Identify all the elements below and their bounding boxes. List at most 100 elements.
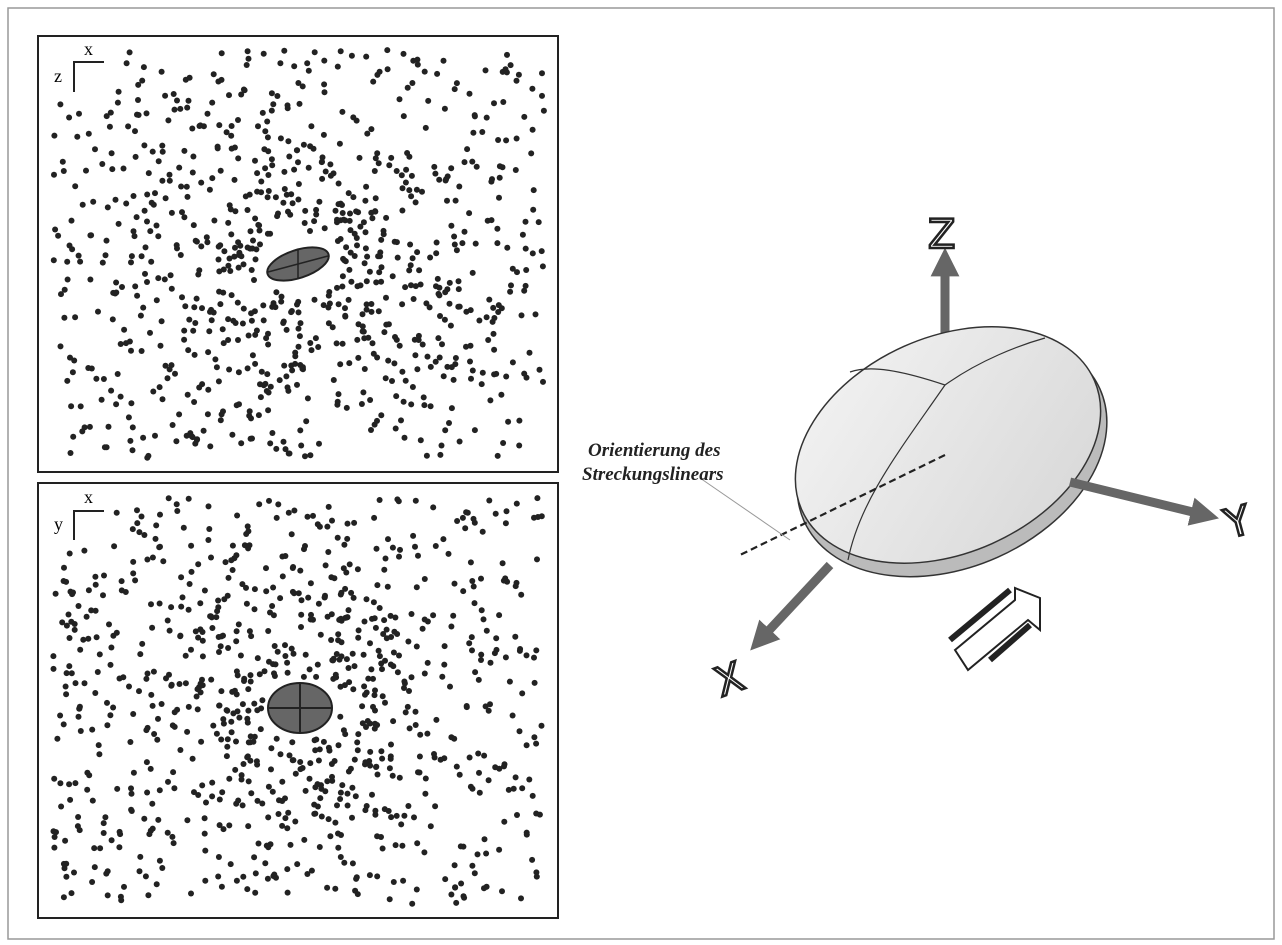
particle (324, 885, 330, 891)
particle (332, 886, 338, 892)
particle (191, 399, 197, 405)
particle (158, 343, 164, 349)
particle (454, 80, 460, 86)
particle (315, 662, 321, 668)
particle (104, 238, 110, 244)
particle (284, 327, 290, 333)
particle (433, 250, 439, 256)
particle (334, 402, 340, 408)
particle (354, 739, 360, 745)
particle (174, 245, 180, 251)
particle (160, 396, 166, 402)
particle (452, 242, 458, 248)
particle (157, 544, 163, 550)
particle (159, 701, 165, 707)
particle (215, 79, 221, 85)
particle (384, 627, 390, 633)
particle (501, 819, 507, 825)
particle (69, 670, 75, 676)
particle (408, 262, 414, 268)
particle (154, 297, 160, 303)
particle (209, 100, 215, 106)
particle (206, 526, 212, 532)
particle (121, 166, 127, 172)
particle (230, 543, 236, 549)
particle (125, 123, 131, 129)
particle (469, 578, 475, 584)
particle (72, 183, 78, 189)
axis-label: z (54, 66, 62, 86)
particle (344, 536, 350, 542)
particle (249, 318, 255, 324)
particle (198, 739, 204, 745)
particle (84, 787, 90, 793)
particle (127, 739, 133, 745)
particle (378, 279, 384, 285)
particle (377, 497, 383, 503)
particle (260, 302, 266, 308)
particle (138, 313, 144, 319)
particle (145, 671, 151, 677)
particle (479, 129, 485, 135)
particle (132, 233, 138, 239)
particle (302, 208, 308, 214)
particle (90, 199, 96, 205)
particle (321, 81, 327, 87)
particle (472, 669, 478, 675)
particle (397, 775, 403, 781)
particle (167, 178, 173, 184)
particle (327, 301, 333, 307)
particle (369, 792, 375, 798)
particle (372, 208, 378, 214)
particle (242, 87, 248, 93)
particle (312, 737, 318, 743)
particle (70, 369, 76, 375)
particle (209, 175, 215, 181)
particle (529, 86, 535, 92)
particle (243, 193, 249, 199)
particle (94, 634, 100, 640)
particle (108, 388, 114, 394)
particle (269, 90, 275, 96)
particle (320, 154, 326, 160)
particle (381, 231, 387, 237)
particle (442, 317, 448, 323)
particle (225, 220, 231, 226)
particle (335, 535, 341, 541)
axis-label: x (84, 39, 93, 59)
particle (217, 242, 223, 248)
particle (476, 318, 482, 324)
particle (223, 559, 229, 565)
particle (270, 585, 276, 591)
particle (347, 211, 353, 217)
particle (296, 590, 302, 596)
particle (512, 634, 518, 640)
particle (284, 825, 290, 831)
particle (105, 204, 111, 210)
particle (63, 691, 69, 697)
particle (259, 697, 265, 703)
particle (111, 543, 117, 549)
particle (363, 184, 369, 190)
particle (373, 764, 379, 770)
particle (186, 317, 192, 323)
particle (221, 248, 227, 254)
particle (368, 126, 374, 132)
particle (316, 601, 322, 607)
particle (390, 718, 396, 724)
particle (259, 369, 265, 375)
particle (195, 635, 201, 641)
particle (101, 830, 107, 836)
particle (181, 525, 187, 531)
particle (338, 48, 344, 54)
particle (152, 190, 158, 196)
particle (461, 895, 467, 901)
particle (472, 113, 478, 119)
particle (245, 528, 251, 534)
particle (84, 614, 90, 620)
particle (274, 736, 280, 742)
particle (205, 111, 211, 117)
particle (269, 162, 275, 168)
particle (480, 370, 486, 376)
particle (91, 845, 97, 851)
